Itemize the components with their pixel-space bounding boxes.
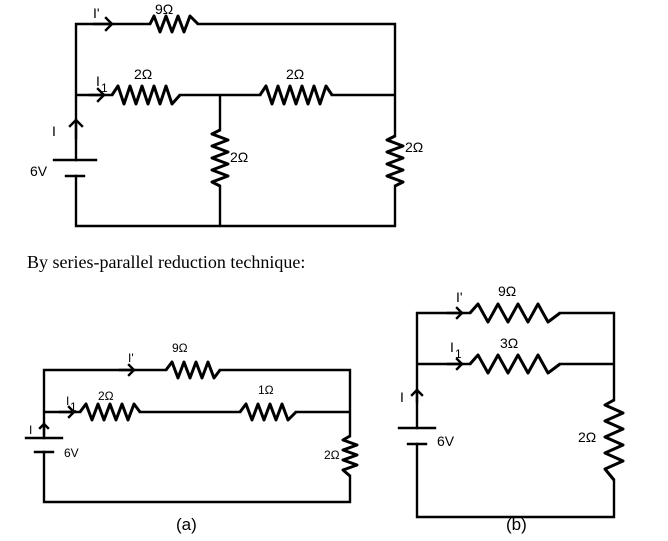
top-current-arrow-total [68, 118, 84, 140]
circuit-a-current-arrow-total [38, 422, 50, 436]
top-circuit: I' 9Ω I 1 2Ω 2Ω 2Ω 2Ω I 6V [30, 1, 423, 228]
circuit-a-label-current-branch-top: I' [128, 351, 134, 365]
circuit-a-label-current-total: I [29, 423, 32, 437]
circuit-a-resistor-2ohm [78, 402, 142, 422]
top-label-current-branch-top: I' [93, 5, 100, 21]
top-label-current-total: I [52, 123, 56, 139]
top-resistor-2ohm-right-shunt [385, 134, 405, 188]
circuit-b-caption: (b) [506, 515, 527, 534]
circuit-a-label-current-branch-mid-sub: 1 [70, 400, 77, 414]
circuit-a-current-arrow-mid [58, 405, 76, 419]
circuit-b-label-r-9ohm: 9Ω [498, 283, 516, 299]
top-resistor-2ohm-right [258, 84, 334, 106]
circuit-a: I' 9Ω I 1 2Ω 1Ω 2Ω I 6V (a) [24, 341, 359, 534]
circuit-b-resistor-2ohm-shunt [603, 398, 625, 481]
top-label-current-branch-mid-sub: 1 [101, 81, 108, 95]
top-label-current-branch-mid: I [96, 73, 100, 89]
circuit-a-label-r-1ohm: 1Ω [258, 383, 274, 397]
reduction-caption: By series-parallel reduction technique: [27, 252, 305, 272]
circuit-a-resistor-2ohm-shunt [341, 434, 359, 478]
top-current-arrow-top [92, 16, 114, 32]
circuit-a-label-source-voltage: 6V [64, 446, 79, 460]
circuit-b-label-current-total: I [400, 389, 404, 405]
circuit-a-resistor-9ohm [164, 360, 222, 380]
top-resistor-2ohm-middle [210, 128, 230, 188]
circuit-b-label-current-branch-top: I' [456, 289, 463, 305]
circuit-a-label-r-2ohm: 2Ω [98, 389, 114, 403]
top-label-r-2ohm-middle: 2Ω [230, 149, 248, 165]
circuit-a-wire-frame [42, 368, 352, 504]
top-label-r-2ohm-right: 2Ω [286, 66, 304, 82]
circuit-b-label-current-branch-mid-sub: 1 [455, 347, 462, 361]
circuit-b-resistor-9ohm [468, 302, 561, 324]
top-label-r-2ohm-right-shunt: 2Ω [405, 139, 423, 155]
top-label-r-2ohm-left: 2Ω [134, 66, 152, 82]
circuit-a-caption: (a) [176, 515, 197, 534]
circuit-b-label-r-2ohm-shunt: 2Ω [578, 429, 596, 445]
circuit-a-label-current-branch-mid: I [66, 394, 69, 408]
circuit-a-label-r-9ohm: 9Ω [172, 341, 188, 355]
circuit-b-label-r-3ohm: 3Ω [500, 335, 518, 351]
circuit-b-label-source-voltage: 6V [437, 433, 455, 449]
top-resistor-2ohm-left [110, 84, 182, 106]
circuit-b: I' 9Ω I 1 3Ω 2Ω I 6V (b) [397, 283, 625, 534]
top-current-arrow-mid [88, 87, 106, 103]
circuit-b-current-arrow-top [446, 306, 464, 320]
circuit-b-current-arrow-mid [446, 357, 464, 371]
circuit-a-label-r-2ohm-shunt: 2Ω [324, 448, 340, 462]
circuit-b-label-current-branch-mid: I [450, 339, 454, 355]
circuit-a-current-arrow-top [118, 363, 136, 377]
circuit-b-current-arrow-total [410, 388, 424, 404]
top-wire-frame [74, 22, 397, 228]
top-label-r-9ohm: 9Ω [155, 1, 173, 17]
circuit-b-wire-frame [415, 311, 616, 519]
top-label-source-voltage: 6V [30, 163, 48, 179]
circuit-b-resistor-3ohm [468, 353, 561, 375]
top-resistor-9ohm [148, 14, 200, 34]
circuit-a-resistor-1ohm [238, 402, 298, 422]
